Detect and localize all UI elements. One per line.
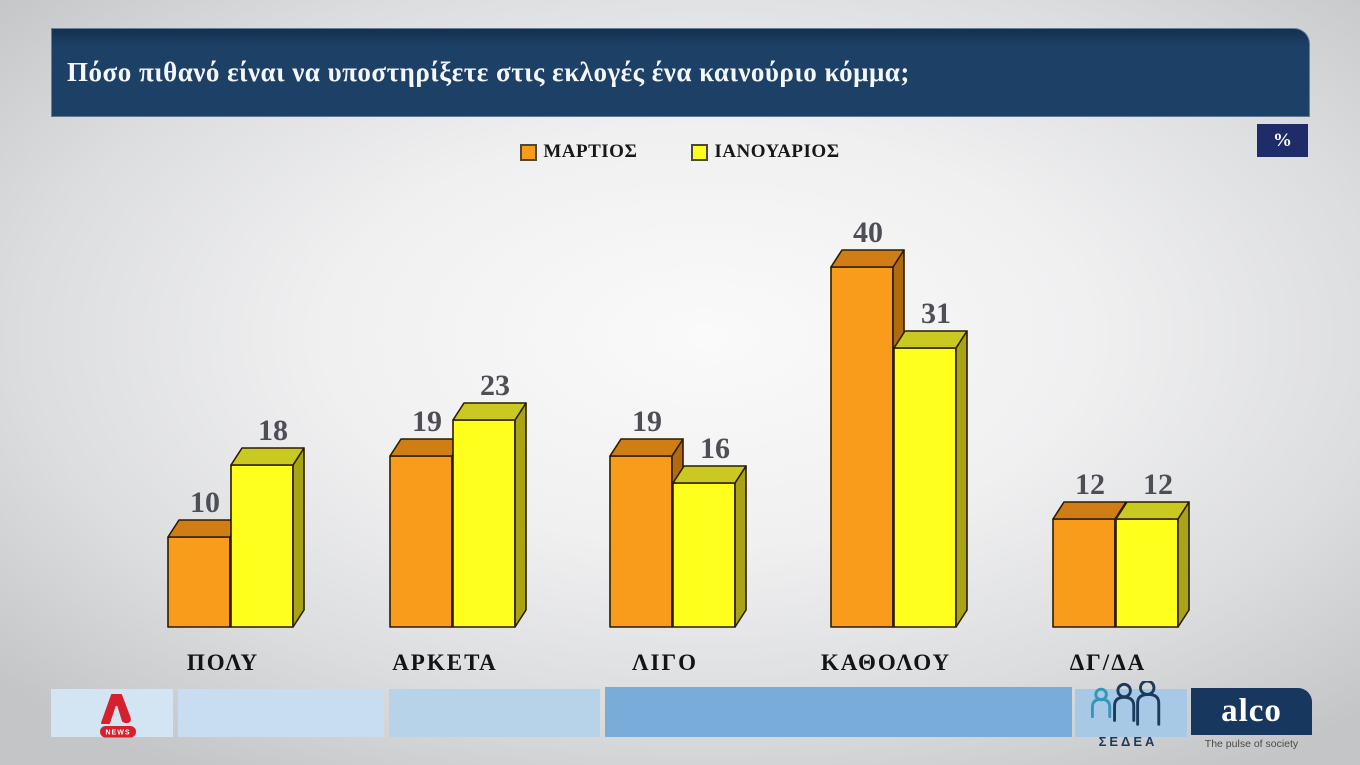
- alpha-news-logo: NEWS: [100, 694, 136, 738]
- value-label-ΜΑΡΤΙΟΣ-ΑΡΚΕΤΑ: 19: [412, 405, 442, 438]
- bar-side-ΙΑΝΟΥΑΡΙΟΣ-ΑΡΚΕΤΑ: [514, 402, 527, 628]
- bar-side-ΙΑΝΟΥΑΡΙΟΣ-ΔΓ/ΔΑ: [1177, 501, 1190, 628]
- bar-top-ΙΑΝΟΥΑΡΙΟΣ-ΠΟΛΥ: [230, 447, 305, 466]
- bar-top-ΜΑΡΤΙΟΣ-ΛΙΓΟ: [609, 438, 684, 457]
- sedea-label: ΣΕΔΕΑ: [1098, 734, 1158, 749]
- value-label-ΜΑΡΤΙΟΣ-ΚΑΘΟΛΟΥ: 40: [853, 216, 883, 249]
- sedea-logo: ΣΕΔΕΑ: [1083, 679, 1173, 749]
- category-label-ΚΑΘΟΛΟΥ: ΚΑΘΟΛΟΥ: [821, 650, 951, 675]
- bar-top-ΙΑΝΟΥΑΡΙΟΣ-ΑΡΚΕΤΑ: [452, 402, 527, 421]
- bar-side-ΙΑΝΟΥΑΡΙΟΣ-ΠΟΛΥ: [292, 447, 305, 628]
- category-label-ΛΙΓΟ: ΛΙΓΟ: [632, 650, 698, 675]
- bar-front-ΜΑΡΤΙΟΣ-ΠΟΛΥ: [167, 536, 231, 628]
- bar-front-ΜΑΡΤΙΟΣ-ΔΓ/ΔΑ: [1052, 518, 1116, 628]
- bar-top-ΙΑΝΟΥΑΡΙΟΣ-ΛΙΓΟ: [672, 465, 747, 484]
- value-label-ΜΑΡΤΙΟΣ-ΠΟΛΥ: 10: [190, 486, 220, 519]
- bar-front-ΙΑΝΟΥΑΡΙΟΣ-ΑΡΚΕΤΑ: [452, 419, 516, 628]
- category-label-ΔΓ/ΔΑ: ΔΓ/ΔΑ: [1070, 650, 1146, 675]
- legend-label: ΜΑΡΤΙΟΣ: [543, 141, 638, 162]
- alpha-news-label: NEWS: [106, 730, 131, 737]
- bar-front-ΙΑΝΟΥΑΡΙΟΣ-ΠΟΛΥ: [230, 464, 294, 628]
- legend-item-1: ΙΑΝΟΥΑΡΙΟΣ: [691, 141, 839, 163]
- value-label-ΙΑΝΟΥΑΡΙΟΣ-ΠΟΛΥ: 18: [258, 414, 288, 447]
- legend-label: ΙΑΝΟΥΑΡΙΟΣ: [714, 141, 840, 162]
- legend-item-0: ΜΑΡΤΙΟΣ: [520, 141, 637, 163]
- bar-front-ΜΑΡΤΙΟΣ-ΛΙΓΟ: [609, 455, 673, 628]
- legend-swatch-icon: [520, 143, 538, 161]
- bar-side-ΙΑΝΟΥΑΡΙΟΣ-ΛΙΓΟ: [734, 465, 747, 628]
- bar-front-ΙΑΝΟΥΑΡΙΟΣ-ΛΙΓΟ: [672, 482, 736, 628]
- bar-side-ΙΑΝΟΥΑΡΙΟΣ-ΚΑΘΟΛΟΥ: [955, 330, 968, 628]
- bar-top-ΜΑΡΤΙΟΣ-ΠΟΛΥ: [167, 519, 242, 538]
- bar-top-ΜΑΡΤΙΟΣ-ΔΓ/ΔΑ: [1052, 501, 1127, 520]
- bar-front-ΜΑΡΤΙΟΣ-ΑΡΚΕΤΑ: [389, 455, 453, 628]
- page-title: Πόσο πιθανό είναι να υποστηρίξετε στις ε…: [67, 57, 910, 87]
- bar-front-ΙΑΝΟΥΑΡΙΟΣ-ΚΑΘΟΛΟΥ: [893, 347, 957, 628]
- alco-brand: alco: [1221, 693, 1282, 729]
- bar-top-ΙΑΝΟΥΑΡΙΟΣ-ΚΑΘΟΛΟΥ: [893, 330, 968, 349]
- value-label-ΜΑΡΤΙΟΣ-ΔΓ/ΔΑ: 12: [1075, 468, 1105, 501]
- chart-legend: ΜΑΡΤΙΟΣ ΙΑΝΟΥΑΡΙΟΣ: [0, 141, 1360, 163]
- footer-box-3: [389, 689, 600, 737]
- value-label-ΙΑΝΟΥΑΡΙΟΣ-ΔΓ/ΔΑ: 12: [1143, 468, 1173, 501]
- legend-swatch-icon: [691, 143, 709, 161]
- title-bar: Πόσο πιθανό είναι να υποστηρίξετε στις ε…: [51, 28, 1310, 117]
- bar-front-ΜΑΡΤΙΟΣ-ΚΑΘΟΛΟΥ: [830, 266, 894, 628]
- footer-box-2: [178, 689, 384, 737]
- alco-tagline: The pulse of society: [1204, 738, 1299, 750]
- alco-logo: alco: [1191, 688, 1312, 735]
- value-label-ΙΑΝΟΥΑΡΙΟΣ-ΑΡΚΕΤΑ: 23: [480, 369, 510, 402]
- footer-box-4: [605, 687, 1072, 737]
- percent-badge: %: [1257, 124, 1308, 157]
- category-label-ΠΟΛΥ: ΠΟΛΥ: [187, 650, 259, 675]
- bar-top-ΜΑΡΤΙΟΣ-ΑΡΚΕΤΑ: [389, 438, 464, 457]
- bar-front-ΙΑΝΟΥΑΡΙΟΣ-ΔΓ/ΔΑ: [1115, 518, 1179, 628]
- value-label-ΙΑΝΟΥΑΡΙΟΣ-ΚΑΘΟΛΟΥ: 31: [921, 297, 951, 330]
- value-label-ΜΑΡΤΙΟΣ-ΛΙΓΟ: 19: [632, 405, 662, 438]
- bar-top-ΙΑΝΟΥΑΡΙΟΣ-ΔΓ/ΔΑ: [1115, 501, 1190, 520]
- sedea-people-icon: [1090, 679, 1161, 726]
- alpha-a-icon: [101, 694, 131, 724]
- category-label-ΑΡΚΕΤΑ: ΑΡΚΕΤΑ: [392, 650, 498, 675]
- value-label-ΙΑΝΟΥΑΡΙΟΣ-ΛΙΓΟ: 16: [700, 432, 730, 465]
- bar-top-ΜΑΡΤΙΟΣ-ΚΑΘΟΛΟΥ: [830, 249, 905, 268]
